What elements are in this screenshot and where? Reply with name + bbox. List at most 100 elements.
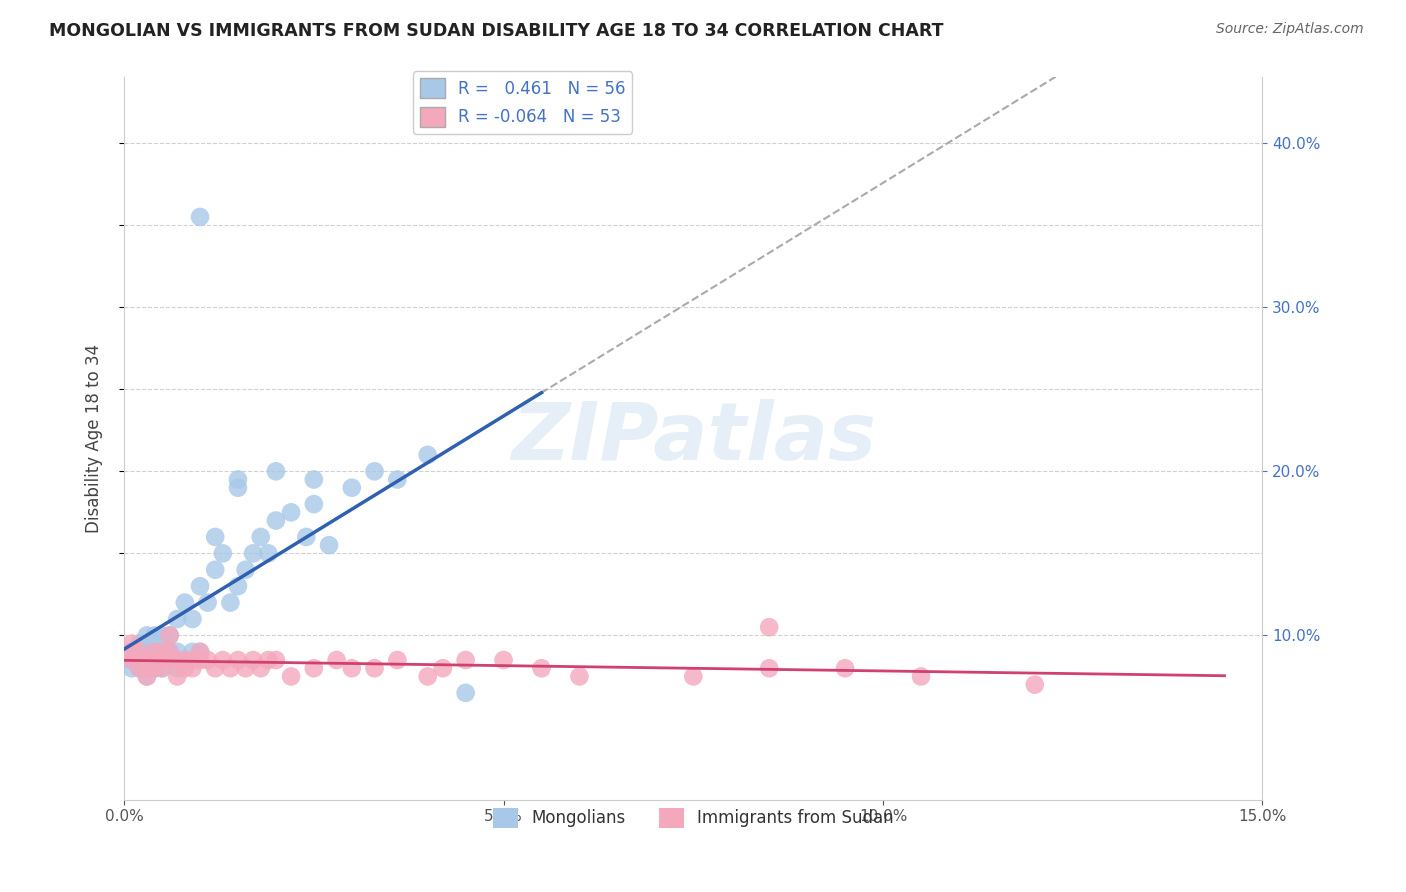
Point (188, 210, 211, 224)
Point (150, 653, 173, 667)
Point (492, 653, 515, 667)
Point (143, 653, 166, 667)
Point (387, 473, 409, 487)
Point (758, 661, 780, 675)
Point (363, 661, 385, 675)
Point (568, 669, 591, 683)
Point (682, 669, 704, 683)
Point (295, 530, 318, 544)
Point (159, 628, 181, 642)
Point (197, 653, 219, 667)
Point (280, 505, 302, 519)
Point (143, 653, 166, 667)
Point (128, 661, 150, 675)
Point (143, 661, 166, 675)
Point (143, 645, 166, 659)
Point (143, 661, 166, 675)
Point (249, 530, 271, 544)
Point (150, 661, 173, 675)
Point (204, 661, 226, 675)
Point (834, 661, 856, 675)
Point (302, 473, 325, 487)
Point (166, 669, 188, 683)
Point (128, 661, 150, 675)
Point (128, 645, 150, 659)
Point (454, 686, 477, 700)
Point (173, 653, 195, 667)
Point (211, 546, 233, 560)
Point (181, 661, 204, 675)
Point (159, 653, 181, 667)
Point (264, 464, 287, 478)
Point (173, 596, 195, 610)
Point (173, 653, 195, 667)
Text: Source: ZipAtlas.com: Source: ZipAtlas.com (1216, 22, 1364, 37)
Point (249, 661, 271, 675)
Point (758, 620, 780, 634)
Point (204, 530, 226, 544)
Point (135, 669, 157, 683)
Point (166, 645, 188, 659)
Point (121, 653, 143, 667)
Point (121, 653, 143, 667)
Point (128, 637, 150, 651)
Point (264, 653, 287, 667)
Point (416, 448, 439, 462)
Point (387, 653, 409, 667)
Legend: Mongolians, Immigrants from Sudan: Mongolians, Immigrants from Sudan (486, 801, 900, 835)
Point (135, 653, 157, 667)
Point (166, 653, 188, 667)
Point (226, 473, 249, 487)
Point (204, 563, 226, 577)
Point (219, 661, 242, 675)
Text: MONGOLIAN VS IMMIGRANTS FROM SUDAN DISABILITY AGE 18 TO 34 CORRELATION CHART: MONGOLIAN VS IMMIGRANTS FROM SUDAN DISAB… (49, 22, 943, 40)
Point (454, 653, 477, 667)
Point (150, 661, 173, 675)
Point (166, 661, 188, 675)
Point (159, 645, 181, 659)
Point (150, 645, 173, 659)
Point (432, 661, 454, 675)
Point (128, 645, 150, 659)
Point (150, 628, 173, 642)
Point (159, 653, 181, 667)
Point (128, 653, 150, 667)
Point (173, 661, 195, 675)
Point (121, 661, 143, 675)
Point (143, 628, 166, 642)
Point (135, 645, 157, 659)
Point (340, 661, 363, 675)
Point (257, 546, 280, 560)
Point (226, 653, 249, 667)
Point (135, 628, 157, 642)
Point (1024, 678, 1046, 692)
Point (197, 596, 219, 610)
Point (318, 538, 340, 552)
Point (416, 669, 439, 683)
Point (211, 653, 233, 667)
Point (257, 653, 280, 667)
Point (188, 653, 211, 667)
Point (135, 661, 157, 675)
Point (135, 669, 157, 683)
Point (188, 579, 211, 593)
Point (325, 653, 347, 667)
Point (159, 645, 181, 659)
Point (226, 579, 249, 593)
Point (135, 661, 157, 675)
Point (128, 653, 150, 667)
Point (181, 645, 204, 659)
Y-axis label: Disability Age 18 to 34: Disability Age 18 to 34 (86, 344, 103, 533)
Point (280, 669, 302, 683)
Point (530, 661, 553, 675)
Point (242, 546, 264, 560)
Point (302, 497, 325, 511)
Point (363, 464, 385, 478)
Point (143, 645, 166, 659)
Point (121, 637, 143, 651)
Point (150, 645, 173, 659)
Point (188, 645, 211, 659)
Point (150, 653, 173, 667)
Point (264, 514, 287, 528)
Point (121, 645, 143, 659)
